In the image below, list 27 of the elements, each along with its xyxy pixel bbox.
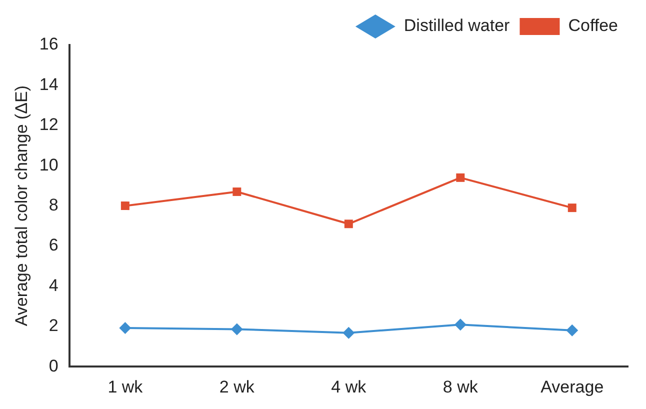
y-tick-label: 0 xyxy=(48,356,58,376)
point xyxy=(120,202,130,210)
point xyxy=(566,324,578,336)
legend-label: Distilled water xyxy=(404,16,510,36)
y-axis-title: Average total color change (ΔE) xyxy=(12,85,31,326)
point xyxy=(456,173,465,182)
y-tick-label: 14 xyxy=(39,74,58,94)
x-tick-label: 1 wk xyxy=(108,377,144,396)
point xyxy=(568,204,576,212)
point xyxy=(454,318,466,331)
y-tick-label: 2 xyxy=(48,316,58,336)
point xyxy=(344,220,353,228)
y-tick-label: 4 xyxy=(48,276,58,295)
point xyxy=(342,326,355,339)
x-tick-label: 8 wk xyxy=(442,377,478,396)
y-tick-label: 8 xyxy=(48,195,58,214)
point xyxy=(119,322,132,334)
legend-label: Coffee xyxy=(568,16,618,36)
y-tick-label: 16 xyxy=(39,34,58,54)
point xyxy=(232,187,242,196)
y-tick-label: 10 xyxy=(39,155,58,174)
x-tick-label: 4 wk xyxy=(331,377,367,396)
y-tick-label: 12 xyxy=(39,115,58,134)
x-tick-label: 2 wk xyxy=(219,377,255,396)
x-tick-label: Average xyxy=(540,377,604,396)
point xyxy=(230,323,243,336)
y-tick-label: 6 xyxy=(48,236,58,255)
